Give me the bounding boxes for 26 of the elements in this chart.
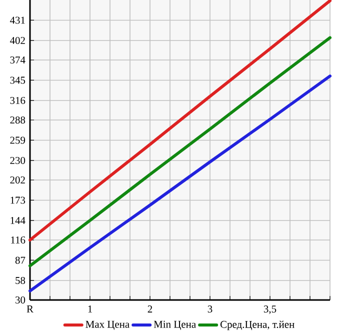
x-tick-label: 2 <box>148 306 152 312</box>
legend-label: Min Цена <box>154 320 196 330</box>
y-tick-label: 116 <box>11 236 26 244</box>
x-tick-label: 3 <box>208 306 212 313</box>
y-tick-label: 202 <box>10 176 25 184</box>
legend-label: Сред.Цена, т.йен <box>220 320 294 330</box>
legend-label: Max Цена <box>86 320 130 330</box>
x-tick-label: R <box>26 306 34 312</box>
x-tick-label: 1 <box>88 306 92 312</box>
y-tick-label: 374 <box>10 56 26 64</box>
y-tick-label: 316 <box>10 96 26 104</box>
y-tick-label: 58 <box>16 276 26 284</box>
y-tick-label: 288 <box>10 116 26 124</box>
y-tick-label: 402 <box>10 36 25 44</box>
x-tick-label: 3,5 <box>264 306 276 314</box>
y-tick-label: 259 <box>10 136 26 144</box>
line-series <box>28 74 332 292</box>
y-tick-label: 144 <box>10 217 26 224</box>
y-tick-label: 345 <box>10 76 26 84</box>
line-series <box>28 36 332 268</box>
y-tick-label: 87 <box>15 256 26 264</box>
line-series <box>28 0 332 242</box>
y-tick-label: 431 <box>10 16 25 24</box>
y-tick-label: 30 <box>16 296 26 304</box>
y-tick-label: 230 <box>10 156 26 164</box>
y-tick-label: 173 <box>10 196 26 204</box>
